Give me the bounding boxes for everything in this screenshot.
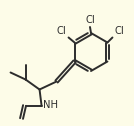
Text: NH: NH: [43, 101, 57, 111]
Text: Cl: Cl: [57, 25, 67, 36]
Text: Cl: Cl: [114, 25, 124, 36]
Text: Cl: Cl: [85, 15, 95, 25]
